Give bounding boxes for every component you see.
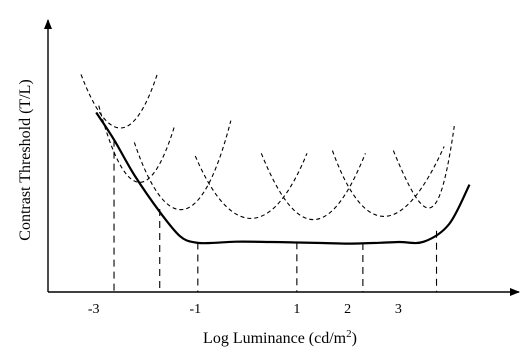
channel-curve-4 (194, 153, 308, 219)
x-tick-label: 1 (293, 302, 300, 317)
chart-axes (44, 19, 520, 296)
x-tick-label: -1 (189, 302, 201, 317)
x-tick-label: 2 (344, 302, 351, 317)
y-axis-title: Contrast Threshold (T/L) (17, 79, 34, 240)
channel-curve-3 (133, 120, 232, 211)
channel-curve-2 (98, 105, 176, 183)
x-tick-labels: -3 -1 1 2 3 (88, 302, 402, 317)
chart-marks (80, 74, 471, 292)
channel-curve-6 (331, 146, 445, 217)
channel-curve-5 (260, 153, 366, 220)
x-tick-label: 3 (395, 302, 402, 317)
envelope-curve (95, 111, 471, 245)
channel-curve-7 (392, 126, 455, 209)
x-tick-label: -3 (88, 302, 100, 317)
x-axis-title: Log Luminance (cd/m2) (203, 328, 357, 347)
channel-curve-1 (80, 74, 158, 129)
